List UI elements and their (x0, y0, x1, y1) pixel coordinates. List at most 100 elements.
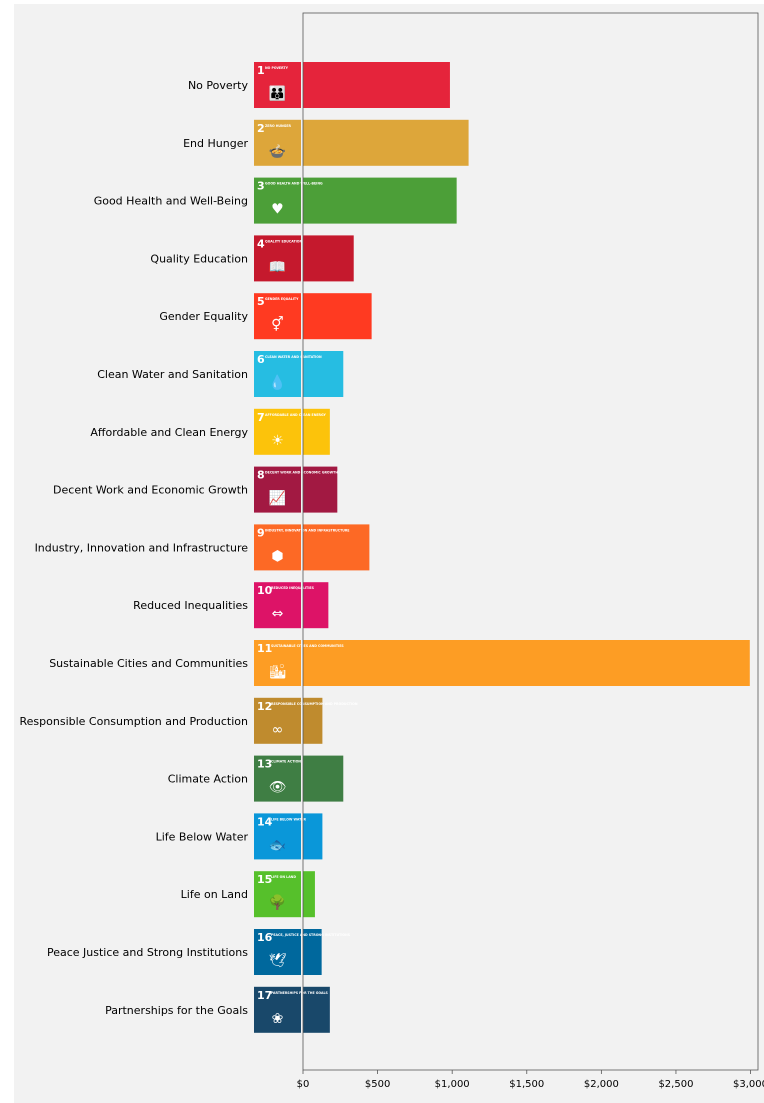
goal-icon-tile (254, 466, 301, 513)
goal-icon: 5 GENDER EQUALITY ⚥ (254, 293, 301, 340)
goal-icon-number: 6 (257, 353, 265, 366)
goal-icon-number: 7 (257, 411, 265, 424)
bar (303, 582, 329, 629)
bar (303, 293, 372, 340)
x-tick-label: $0 (297, 1079, 310, 1090)
goal-icon-tile (254, 929, 301, 975)
goal-icon: 7 AFFORDABLE AND CLEAN ENERGY ☀ (254, 408, 327, 455)
goal-icon-tile (254, 62, 301, 108)
goal-icon-number: 1 (257, 64, 265, 77)
x-tick-label: $1,500 (509, 1079, 544, 1090)
goal-icon-title: RESPONSIBLE CONSUMPTION AND PRODUCTION (271, 702, 358, 706)
goal-icon-title: SUSTAINABLE CITIES AND COMMUNITIES (271, 644, 344, 648)
bar (303, 235, 354, 282)
goal-icons-group: 1 NO POVERTY 👪 2 ZERO HUNGER 🍲 3 GOOD HEALTH AN… (254, 62, 358, 1033)
goal-icon-glyph: 🐟 (269, 837, 286, 853)
goal-icon-number: 9 (257, 526, 265, 539)
category-label: Reduced Inequalities (133, 599, 248, 612)
goal-icon-tile (254, 235, 301, 282)
goal-icon-title: LIFE BELOW WATER (271, 817, 306, 821)
goal-icon-title: LIFE ON LAND (271, 875, 296, 879)
category-label: Industry, Innovation and Infrastructure (35, 541, 249, 554)
goal-icon-glyph: ♥ (271, 202, 284, 218)
category-label: Good Health and Well-Being (94, 195, 248, 208)
bar (303, 466, 338, 513)
category-label: Partnerships for the Goals (105, 1004, 248, 1017)
category-label: Gender Equality (159, 310, 248, 323)
goal-icon-glyph: 👪 (269, 85, 286, 102)
goal-icon-glyph: 🍲 (269, 143, 286, 160)
goal-icon-tile (254, 177, 301, 224)
goal-icon: 9 INDUSTRY, INNOVATION AND INFRASTRUCTURE… (254, 524, 350, 571)
goal-icon-number: 17 (257, 989, 272, 1002)
x-tick-label: $1,000 (435, 1079, 470, 1090)
goal-icon-title: NO POVERTY (265, 66, 289, 70)
goal-icon-number: 8 (257, 469, 265, 482)
goal-icon: 6 CLEAN WATER AND SANITATION 💧 (254, 351, 322, 397)
category-label: Climate Action (168, 773, 248, 786)
goal-icon-glyph: 🕊 (269, 952, 287, 969)
goal-icon-title: CLEAN WATER AND SANITATION (265, 355, 322, 359)
goal-icon-glyph: 📖 (269, 259, 286, 275)
goal-icon-tile (254, 871, 301, 918)
goal-icon-title: PARTNERSHIPS FOR THE GOALS (271, 991, 329, 995)
goal-icon-tile (254, 524, 301, 571)
goal-icon-tile (254, 986, 301, 1033)
goal-icon-number: 5 (257, 295, 265, 308)
goal-icon-title: INDUSTRY, INNOVATION AND INFRASTRUCTURE (265, 528, 350, 532)
goal-icon-number: 11 (257, 642, 272, 655)
category-label: Quality Education (150, 252, 248, 265)
goal-icon-tile (254, 119, 301, 166)
goal-icon-tile (254, 408, 301, 455)
bar (303, 177, 457, 224)
goal-icon-glyph: 🌳 (269, 893, 286, 911)
plot-frame (302, 12, 759, 1071)
goal-icon: 3 GOOD HEALTH AND WELL-BEING ♥ (254, 177, 323, 224)
bar (303, 408, 330, 455)
bar (303, 640, 750, 686)
bar (303, 929, 322, 975)
category-label: Sustainable Cities and Communities (49, 657, 248, 670)
goal-icon-title: CLIMATE ACTION (271, 760, 301, 764)
goal-icon-title: QUALITY EDUCATION (265, 239, 303, 243)
goal-icon-title: ZERO HUNGER (265, 124, 291, 128)
goal-icon-glyph: ❀ (272, 1011, 284, 1027)
goal-icon-title: DECENT WORK AND ECONOMIC GROWTH (265, 471, 338, 475)
goal-icon-title: PEACE, JUSTICE AND STRONG INSTITUTIONS (271, 933, 351, 937)
x-axis: $0 $500 $1,000 $1,500 $2,000 $2,500 $3,000 (297, 1070, 764, 1090)
goal-icon-tile (254, 755, 301, 802)
bar (303, 697, 323, 744)
goal-icon-glyph: ⇔ (272, 606, 284, 622)
goal-icon-title: GENDER EQUALITY (265, 297, 299, 301)
goal-icon-number: 12 (257, 700, 272, 713)
goal-icon-number: 13 (257, 758, 272, 771)
goal-icon-glyph: 👁 (269, 780, 287, 796)
category-label: Life on Land (181, 888, 248, 901)
category-labels-group: No Poverty End Hunger Good Health and Well… (20, 79, 249, 1017)
x-tick-label: $500 (365, 1079, 390, 1090)
x-tick-label: $2,000 (584, 1079, 619, 1090)
goal-icon: 4 QUALITY EDUCATION 📖 (254, 235, 303, 282)
goal-icon-tile (254, 813, 301, 860)
category-label: Life Below Water (156, 830, 249, 843)
goal-icon: 2 ZERO HUNGER 🍲 (254, 119, 301, 166)
goal-icon: 1 NO POVERTY 👪 (254, 62, 301, 108)
x-tick-label: $3,000 (733, 1079, 764, 1090)
x-tick-label: $2,500 (658, 1079, 693, 1090)
category-label: Clean Water and Sanitation (97, 368, 248, 381)
goal-icon-glyph: 📈 (269, 490, 286, 507)
goal-icon-glyph: ⚥ (271, 316, 284, 333)
bar (303, 755, 344, 802)
category-label: Responsible Consumption and Production (20, 715, 249, 728)
goal-icon-glyph: ⬢ (271, 548, 283, 564)
goal-icon-tile (254, 351, 301, 397)
goal-icon-title: AFFORDABLE AND CLEAN ENERGY (265, 413, 327, 417)
category-label: End Hunger (183, 137, 248, 150)
